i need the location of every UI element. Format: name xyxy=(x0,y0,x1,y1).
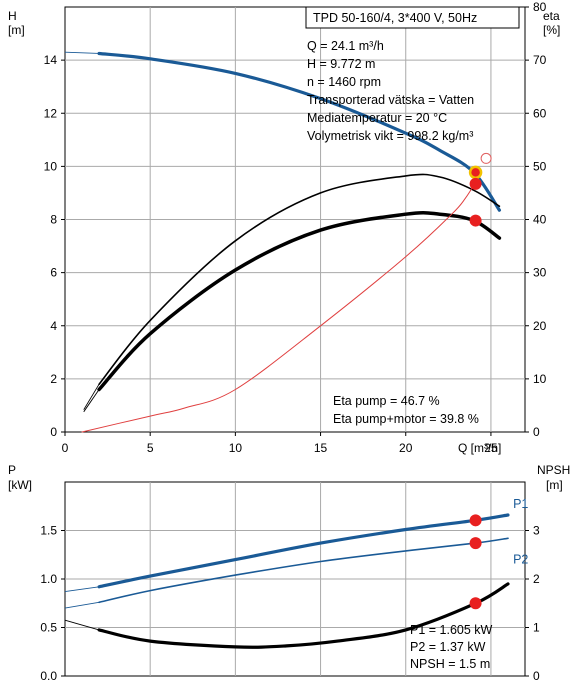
x-tick-label: 25 xyxy=(484,441,498,455)
series-label-p2: P2 xyxy=(513,552,528,566)
series-line-1 xyxy=(98,173,501,385)
right-tick-label: 70 xyxy=(533,53,547,67)
series-line-2 xyxy=(97,210,502,392)
series-line-2 xyxy=(97,582,510,649)
info-temperature: Mediatemperatur = 20 °C xyxy=(307,111,447,125)
left-tick-label: 0.5 xyxy=(40,621,57,635)
info-p1: P1 = 1.605 kW xyxy=(410,623,493,637)
left-tick-label: 1.5 xyxy=(40,524,57,538)
title-box xyxy=(305,6,520,29)
right-tick-label: 2 xyxy=(533,572,540,586)
left-tick-label: 6 xyxy=(50,266,57,280)
info-liquid: Transporterad vätska = Vatten xyxy=(307,93,474,107)
x-tick-label: 0 xyxy=(62,441,69,455)
curve-extension xyxy=(83,383,100,410)
duty-point-marker xyxy=(469,537,482,550)
x-tick-label: 20 xyxy=(399,441,413,455)
right-tick-label: 0 xyxy=(533,425,540,439)
eta-pump-motor-readout: Eta pump+motor = 39.8 % xyxy=(333,412,479,426)
x-tick-label: 10 xyxy=(229,441,243,455)
chart-title: TPD 50-160/4, 3*400 V, 50Hz xyxy=(313,11,477,25)
info-flow: Q = 24.1 m³/h xyxy=(307,39,384,53)
left-tick-label: 8 xyxy=(50,213,57,227)
top-right-axis-unit: [%] xyxy=(543,23,560,37)
left-tick-label: 0 xyxy=(50,425,57,439)
top-grid xyxy=(65,7,525,432)
power-npsh-panel: P1 P2 0.0 0.5 1.0 1.5 0 1 2 3 P [kW] NPSH [m] P1… xyxy=(8,463,570,683)
x-tick-label: 5 xyxy=(147,441,154,455)
top-curves xyxy=(64,51,502,433)
curve-extension xyxy=(64,586,100,593)
right-tick-label: 50 xyxy=(533,159,547,173)
top-right-axis-label: eta xyxy=(543,9,560,23)
right-tick-label: 3 xyxy=(533,524,540,538)
series-line-3 xyxy=(81,181,477,433)
duty-point-highlight xyxy=(468,165,483,180)
duty-point-marker xyxy=(469,214,482,227)
top-left-axis-label: H xyxy=(8,9,17,23)
top-ticks: 0 2 4 6 8 10 12 14 0 10 20 30 40 50 60 70 80 0 5 10 15 20 25 xyxy=(44,0,547,455)
right-tick-label: 10 xyxy=(533,372,547,386)
left-tick-label: 12 xyxy=(44,106,58,120)
left-tick-label: 0.0 xyxy=(40,669,57,683)
curve-extension xyxy=(64,619,100,631)
right-tick-label: 0 xyxy=(533,669,540,683)
x-axis-label: Q [m³/h] xyxy=(458,441,501,455)
right-tick-label: 1 xyxy=(533,621,540,635)
right-tick-label: 60 xyxy=(533,106,547,120)
left-tick-label: 10 xyxy=(44,159,58,173)
right-tick-label: 20 xyxy=(533,319,547,333)
left-tick-label: 1.0 xyxy=(40,572,57,586)
left-tick-label: 4 xyxy=(50,319,57,333)
eta-pump-readout: Eta pump = 46.7 % xyxy=(333,394,440,408)
duty-point-marker xyxy=(469,597,482,610)
curve-extension xyxy=(64,51,100,54)
head-efficiency-panel: 0 2 4 6 8 10 12 14 0 10 20 30 40 50 60 70 80 0 5 10 15 20 25 H… xyxy=(8,0,560,455)
top-left-axis-unit: [m] xyxy=(8,23,25,37)
bottom-left-axis-unit: [kW] xyxy=(8,478,32,492)
right-tick-label: 40 xyxy=(533,213,547,227)
info-density: Volymetrisk vikt = 998.2 kg/m³ xyxy=(307,129,473,143)
info-npsh: NPSH = 1.5 m xyxy=(410,657,490,671)
bottom-left-axis-label: P xyxy=(8,463,16,477)
left-tick-label: 2 xyxy=(50,372,57,386)
reference-point-marker xyxy=(480,152,492,164)
right-tick-label: 30 xyxy=(533,266,547,280)
duty-point-marker xyxy=(469,514,482,527)
bottom-ticks: 0.0 0.5 1.0 1.5 0 1 2 3 xyxy=(40,524,540,684)
curve-extension xyxy=(64,601,100,609)
bottom-right-axis-unit: [m] xyxy=(546,478,563,492)
duty-point-marker xyxy=(469,177,482,190)
top-markers xyxy=(468,152,492,227)
series-label-p1: P1 xyxy=(513,497,528,511)
bottom-markers xyxy=(469,514,482,610)
info-head: H = 9.772 m xyxy=(307,57,375,71)
x-tick-label: 15 xyxy=(314,441,328,455)
right-tick-label: 80 xyxy=(533,0,547,14)
left-tick-label: 14 xyxy=(44,53,58,67)
info-p2: P2 = 1.37 kW xyxy=(410,640,486,654)
series-line-0 xyxy=(97,51,501,212)
info-speed: n = 1460 rpm xyxy=(307,75,381,89)
curve-extension xyxy=(83,389,100,413)
bottom-right-axis-label: NPSH xyxy=(537,463,570,477)
